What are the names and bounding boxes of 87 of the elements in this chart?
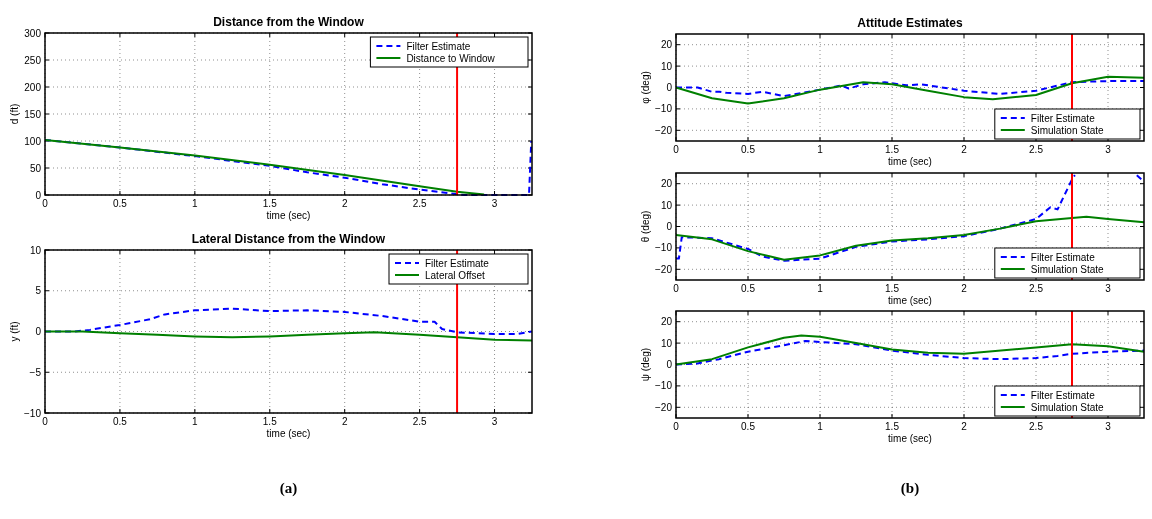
x-tick-label: 2.5 (1029, 421, 1044, 432)
x-tick-label: 0 (673, 283, 680, 294)
x-tick-label: 1 (817, 283, 824, 294)
x-tick-label: 1 (817, 421, 824, 432)
legend-label: Filter Estimate (425, 258, 490, 269)
x-tick-label: 3 (1105, 283, 1112, 294)
y-tick-label: 0 (666, 221, 673, 232)
x-tick-label: 2 (341, 416, 348, 427)
y-tick-label: −10 (655, 380, 673, 392)
legend-label: Simulation State (1030, 264, 1105, 275)
y-axis-title: d (ft) (9, 103, 20, 125)
x-tick-label: 3 (1105, 144, 1112, 155)
y-tick-label: 10 (660, 337, 673, 349)
y-tick-label: −20 (655, 263, 673, 275)
x-tick-label: 0.5 (741, 421, 756, 432)
chart-title: Distance from the Window (213, 15, 365, 29)
y-tick-label: 300 (24, 27, 42, 39)
legend-label: Lateral Offset (425, 270, 486, 281)
y-tick-label: 20 (660, 39, 673, 51)
x-tick-label: 0.5 (112, 198, 128, 209)
x-tick-label: 0 (673, 421, 680, 432)
legend-label: Filter Estimate (1030, 113, 1096, 124)
x-tick-label: 1 (192, 198, 199, 209)
x-tick-label: 1.5 (885, 144, 900, 155)
y-axis-title: y (ft) (9, 321, 20, 342)
x-tick-label: 0.5 (741, 144, 756, 155)
legend-label: Filter Estimate (406, 41, 471, 52)
y-tick-label: 10 (660, 60, 673, 72)
y-tick-label: −10 (655, 103, 673, 115)
text: (a) (279, 480, 298, 497)
y-tick-label: 0 (666, 359, 673, 370)
y-axis-title: φ (deg) (640, 71, 651, 104)
x-tick-label: 1.5 (262, 416, 278, 427)
x-axis-title: time (sec) (888, 433, 932, 444)
y-tick-label: 200 (24, 81, 42, 93)
x-tick-label: 2 (961, 421, 968, 432)
y-tick-label: −10 (24, 407, 42, 419)
y-axis-title: θ (deg) (640, 210, 651, 243)
x-tick-label: 0 (673, 144, 680, 155)
y-tick-label: −20 (655, 124, 673, 136)
y-tick-label: 5 (35, 285, 42, 297)
y-tick-label: 50 (29, 162, 42, 174)
chart-title: Lateral Distance from the Window (191, 232, 386, 246)
x-tick-label: 2.5 (412, 198, 427, 209)
x-tick-label: 0 (42, 416, 49, 427)
x-tick-label: 2.5 (412, 416, 427, 427)
x-axis-title: time (sec) (266, 210, 311, 221)
x-tick-label: 1 (192, 416, 199, 427)
x-tick-label: 1 (817, 144, 824, 155)
x-tick-label: 0.5 (741, 283, 756, 294)
legend-label: Simulation State (1030, 402, 1105, 413)
x-tick-label: 3 (1105, 421, 1112, 432)
x-tick-label: 2 (341, 198, 348, 209)
x-tick-label: 2.5 (1029, 283, 1044, 294)
y-tick-label: 10 (29, 244, 42, 256)
y-tick-label: 0 (35, 189, 42, 201)
y-tick-label: 20 (660, 178, 673, 190)
legend-label: Filter Estimate (1030, 390, 1096, 401)
x-tick-label: 1.5 (885, 283, 900, 294)
x-tick-label: 1.5 (262, 198, 278, 209)
x-tick-label: 2 (961, 144, 968, 155)
y-tick-label: 20 (660, 316, 673, 328)
x-tick-label: 3 (491, 198, 498, 209)
x-tick-label: 2 (961, 283, 968, 294)
legend-label: Filter Estimate (1030, 252, 1096, 263)
x-axis-title: time (sec) (266, 428, 311, 439)
y-tick-label: 0 (666, 82, 673, 93)
y-tick-label: −5 (29, 366, 42, 378)
text: (b) (900, 480, 920, 497)
x-tick-label: 2.5 (1029, 144, 1044, 155)
y-tick-label: 150 (24, 108, 42, 120)
y-axis-title: ψ (deg) (640, 347, 651, 382)
y-tick-label: 0 (35, 326, 42, 337)
y-tick-label: 10 (660, 199, 673, 211)
y-tick-label: −10 (655, 242, 673, 254)
x-tick-label: 0.5 (112, 416, 128, 427)
x-axis-title: time (sec) (888, 156, 932, 167)
x-tick-label: 1.5 (885, 421, 900, 432)
y-tick-label: 250 (24, 54, 42, 66)
legend-label: Simulation State (1030, 125, 1105, 136)
legend-label: Distance to Window (406, 53, 496, 64)
chart-title: Attitude Estimates (857, 16, 963, 30)
y-tick-label: −20 (655, 401, 673, 413)
x-axis-title: time (sec) (888, 295, 932, 306)
x-tick-label: 3 (491, 416, 498, 427)
y-tick-label: 100 (24, 135, 42, 147)
x-tick-label: 0 (42, 198, 49, 209)
